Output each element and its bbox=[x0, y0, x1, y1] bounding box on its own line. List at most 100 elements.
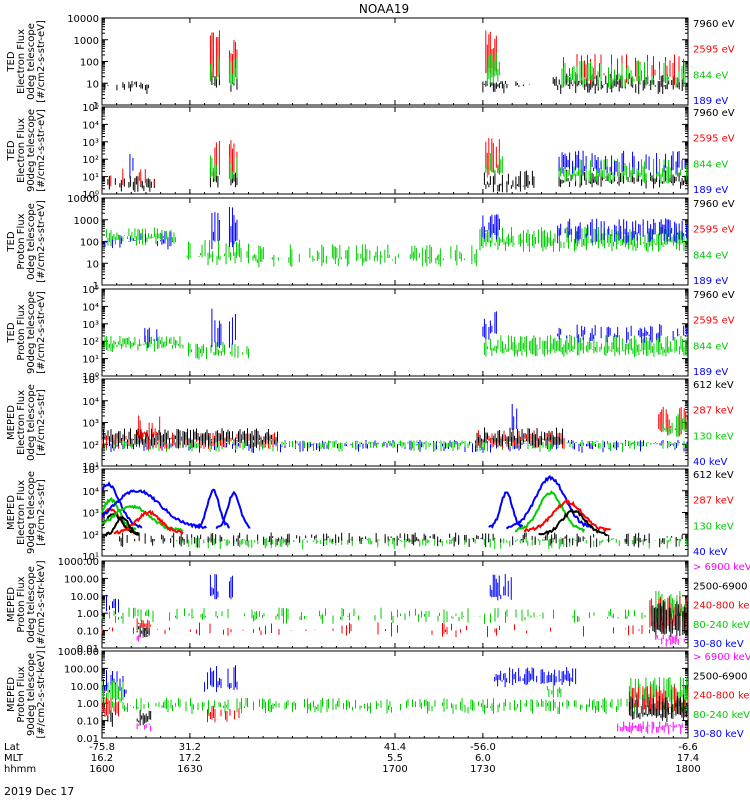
y-tick-label: 1.00 bbox=[77, 699, 99, 710]
y-tick-label: 10¹ bbox=[82, 552, 99, 563]
chart-panel-1: 1 10 100 1000 10000 TED Electron Flux 0deg tele… bbox=[6, 14, 735, 112]
data-marks bbox=[104, 30, 688, 94]
x-tick-label: 41.4 bbox=[384, 742, 406, 753]
data-marks bbox=[107, 138, 688, 193]
y-axis-label-line: [#/cm2-s-str-keV] bbox=[36, 560, 47, 648]
legend-entry: 30-80 keV bbox=[693, 729, 744, 740]
x-tick-label: 1600 bbox=[89, 764, 114, 775]
y-tick-label: 10 bbox=[86, 79, 99, 90]
y-tick-label: 1000 bbox=[74, 36, 99, 47]
legend-entry: 7960 eV bbox=[693, 199, 735, 210]
legend-entry: 189 eV bbox=[693, 185, 728, 196]
legend-entry: 844 eV bbox=[693, 250, 728, 261]
legend-entry: 287 keV bbox=[693, 406, 734, 417]
y-axis-label-line: MEPED bbox=[6, 495, 17, 530]
data-series-line bbox=[215, 490, 251, 530]
y-tick-label: 1000.00 bbox=[58, 557, 99, 568]
y-tick-label: 10¹ bbox=[82, 173, 99, 184]
y-tick-label: 1000.00 bbox=[58, 647, 99, 658]
y-tick-label: 1 bbox=[93, 281, 99, 292]
y-axis-label-line: MEPED bbox=[6, 677, 17, 712]
y-axis-label-line: 90deg telescope bbox=[26, 291, 37, 374]
legend-entry: > 6900 keV bbox=[693, 652, 750, 663]
x-row-label: MLT bbox=[4, 753, 24, 764]
x-tick-label: -6.6 bbox=[678, 742, 698, 753]
legend-entry: 844 eV bbox=[693, 341, 728, 352]
y-axis-label-line: Electron Flux bbox=[16, 480, 27, 545]
legend-entry: 844 eV bbox=[693, 70, 728, 81]
y-axis-label-line: [#/cm2-s-str-eV] bbox=[36, 109, 47, 192]
legend-entry: > 6900 keV bbox=[693, 562, 750, 573]
legend-entry: 844 eV bbox=[693, 159, 728, 170]
y-tick-label: 10¹ bbox=[82, 462, 99, 473]
y-tick-label: 10⁵ bbox=[82, 375, 99, 386]
panel-frame bbox=[101, 106, 689, 195]
data-series-line bbox=[104, 515, 140, 537]
chart-panel-5: 10¹ 10² 10³ 10⁴ 10⁵ MEPED Electron Flux 0deg te… bbox=[6, 375, 734, 473]
y-tick-label: 10⁵ bbox=[82, 103, 99, 114]
chart-panel-7: 0.01 0.10 1.00 10.00 100.00 1000.00 MEPED Proto… bbox=[6, 557, 750, 655]
legend-entry: 189 eV bbox=[693, 276, 728, 287]
legend-entry: 2500-6900 bbox=[693, 671, 748, 682]
data-marks bbox=[101, 665, 689, 735]
y-tick-label: 10000 bbox=[67, 194, 99, 205]
legend-entry: 2595 eV bbox=[693, 316, 735, 327]
data-series-line bbox=[113, 509, 184, 536]
y-tick-label: 0.01 bbox=[77, 644, 99, 655]
y-tick-label: 10.00 bbox=[70, 592, 99, 603]
figure-date: 2019 Dec 17 bbox=[4, 785, 74, 798]
y-axis-label-line: Electron Flux bbox=[16, 29, 27, 94]
chart-panel-6: 10¹ 10² 10³ 10⁴ 10⁵ MEPED Electron Flux 90deg t… bbox=[6, 465, 734, 563]
chart-panel-4: 10⁰ 10¹ 10² 10³ 10⁴ 10⁵ TED Proton Flux 90deg te… bbox=[6, 285, 735, 383]
y-axis-label-line: 0deg telescope bbox=[26, 384, 37, 461]
data-marks bbox=[101, 474, 688, 550]
y-tick-label: 10⁴ bbox=[82, 487, 99, 498]
y-axis-label-line: Proton Flux bbox=[16, 213, 27, 269]
legend-entry: 40 keV bbox=[693, 457, 727, 468]
legend-entry: 612 keV bbox=[693, 470, 734, 481]
y-axis-label-line: TED bbox=[6, 140, 17, 161]
y-tick-label: 100 bbox=[80, 58, 99, 69]
y-axis-label-line: Electron Flux bbox=[16, 390, 27, 455]
x-tick-label: 1730 bbox=[470, 764, 495, 775]
y-tick-label: 10 bbox=[86, 259, 99, 270]
y-tick-label: 10.00 bbox=[70, 682, 99, 693]
y-tick-label: 10² bbox=[82, 440, 99, 451]
y-tick-label: 0.10 bbox=[77, 717, 99, 728]
y-tick-label: 10⁰ bbox=[82, 372, 99, 383]
y-tick-label: 10000 bbox=[67, 14, 99, 25]
y-tick-label: 1.00 bbox=[77, 609, 99, 620]
data-marks bbox=[101, 573, 688, 647]
data-series-line bbox=[514, 490, 586, 534]
y-axis-label-line: 90deg telescope bbox=[26, 653, 37, 736]
data-series-line bbox=[538, 508, 608, 537]
x-tick-label: 17.2 bbox=[179, 753, 201, 764]
legend-entry: 80-240 keV bbox=[693, 620, 750, 631]
y-axis-label-line: Proton Flux bbox=[16, 576, 27, 632]
y-axis-label-line: [#/cm2-s-str] bbox=[36, 389, 47, 456]
x-tick-label: 1800 bbox=[675, 764, 700, 775]
legend-entry: 189 eV bbox=[693, 96, 728, 107]
legend-entry: 2595 eV bbox=[693, 225, 735, 236]
x-tick-label: 17.4 bbox=[677, 753, 699, 764]
legend-entry: 287 keV bbox=[693, 496, 734, 507]
y-tick-label: 100.00 bbox=[64, 664, 99, 675]
y-tick-label: 10³ bbox=[82, 320, 99, 331]
data-series-line bbox=[505, 474, 594, 530]
y-axis-label-line: TED bbox=[6, 51, 17, 72]
legend-entry: 40 keV bbox=[693, 547, 727, 558]
y-tick-label: 10⁴ bbox=[82, 120, 99, 131]
legend-entry: 7960 eV bbox=[693, 19, 735, 30]
legend-entry: 2595 eV bbox=[693, 134, 735, 145]
y-axis-label-line: 0deg telescope bbox=[26, 203, 37, 280]
data-series-line bbox=[488, 491, 524, 530]
data-series-line bbox=[101, 489, 208, 530]
y-axis-label-line: [#/cm2-s-str-eV] bbox=[36, 291, 47, 374]
panel-frame bbox=[101, 288, 689, 377]
legend-entry: 30-80 keV bbox=[693, 639, 744, 650]
y-tick-label: 100 bbox=[80, 238, 99, 249]
y-tick-label: 10² bbox=[82, 530, 99, 541]
legend-entry: 130 keV bbox=[693, 431, 734, 442]
